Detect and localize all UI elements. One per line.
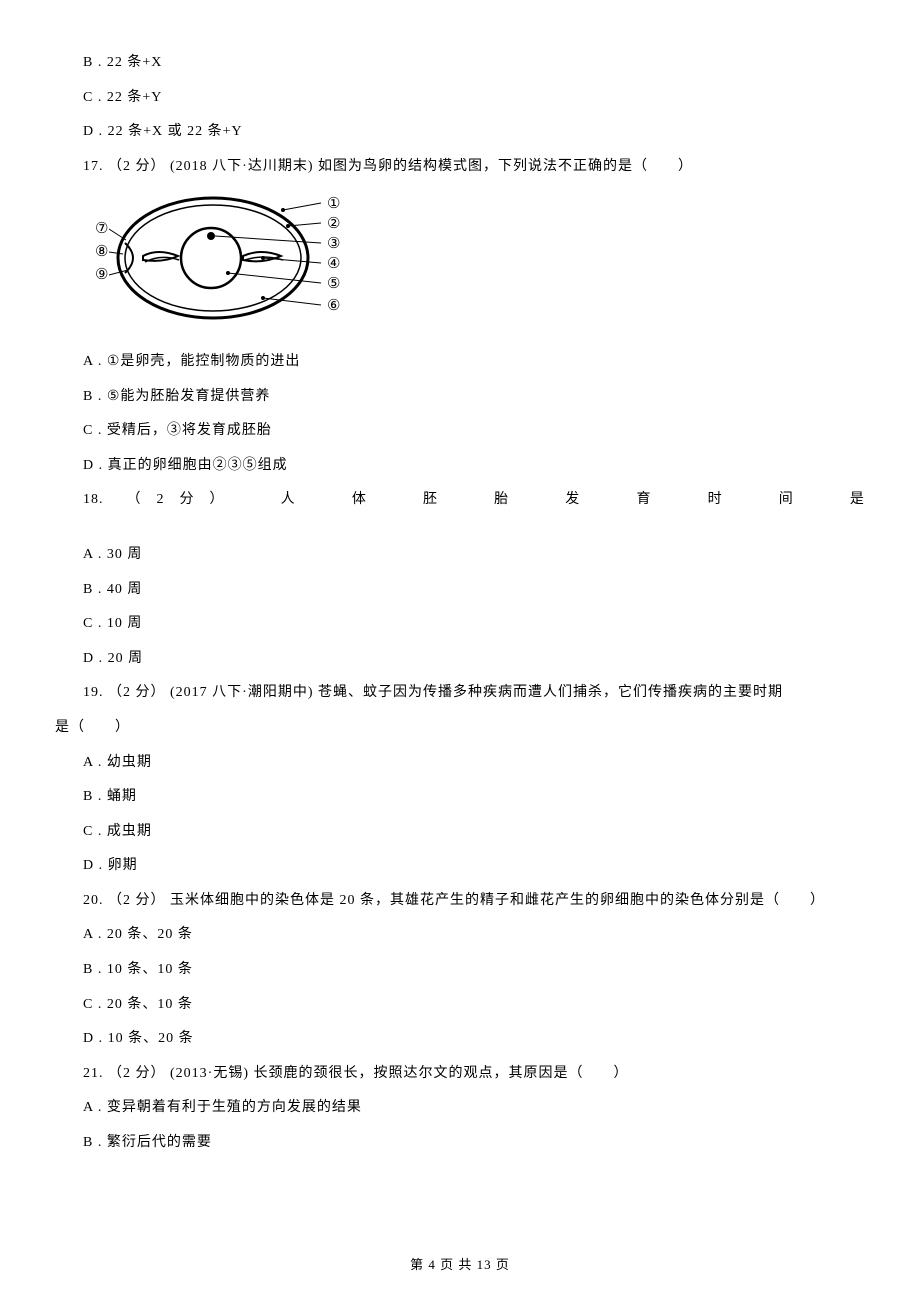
q21-option-b: B . 繁衍后代的需要 [55, 1130, 865, 1157]
svg-text:⑧: ⑧ [95, 244, 108, 260]
q17-option-d: D . 真正的卵细胞由②③⑤组成 [55, 453, 865, 480]
q17-stem: 17. （2 分） (2018 八下·达川期末) 如图为鸟卵的结构模式图，下列说… [55, 154, 865, 181]
q19-option-b: B . 蛹期 [55, 784, 865, 811]
q19-option-c: C . 成虫期 [55, 819, 865, 846]
q20-stem: 20. （2 分） 玉米体细胞中的染色体是 20 条，其雄花产生的精子和雌花产生… [55, 888, 865, 915]
q19-option-a: A . 幼虫期 [55, 750, 865, 777]
q20-option-a: A . 20 条、20 条 [55, 922, 865, 949]
q18-tail-1: 体 [352, 487, 367, 514]
q19-stem-line1: 19. （2 分） (2017 八下·潮阳期中) 苍蝇、蚊子因为传播多种疾病而遭… [55, 680, 865, 707]
svg-text:③: ③ [327, 236, 340, 252]
q18-tail-4: 发 [565, 487, 580, 514]
q17-option-b: B . ⑤能为胚胎发育提供营养 [55, 384, 865, 411]
svg-text:⑤: ⑤ [327, 276, 340, 292]
q17-option-c: C . 受精后，③将发育成胚胎 [55, 418, 865, 445]
q18-leading: 18. （ 2 分 ） [83, 487, 225, 514]
svg-text:⑦: ⑦ [95, 221, 108, 237]
q20-option-d: D . 10 条、20 条 [55, 1026, 865, 1053]
q21-option-a: A . 变异朝着有利于生殖的方向发展的结果 [55, 1095, 865, 1122]
q16-option-b: B . 22 条+X [55, 50, 865, 77]
q18-option-a: A . 30 周 [55, 542, 865, 569]
svg-text:①: ① [327, 196, 340, 212]
q18-tail-2: 胚 [423, 487, 438, 514]
q18-option-d: D . 20 周 [55, 646, 865, 673]
svg-text:②: ② [327, 216, 340, 232]
q16-option-c: C . 22 条+Y [55, 85, 865, 112]
svg-text:⑨: ⑨ [95, 267, 108, 283]
q19-option-d: D . 卵期 [55, 853, 865, 880]
q18-tail-6: 时 [708, 487, 723, 514]
q17-diagram: ⑦ ⑧ ⑨ ① ② ③ ④ ⑤ ⑥ [55, 188, 865, 339]
q17-option-a: A . ①是卵壳，能控制物质的进出 [55, 349, 865, 376]
q18-tail-5: 育 [636, 487, 651, 514]
q18-option-b: B . 40 周 [55, 577, 865, 604]
q21-stem: 21. （2 分） (2013·无锡) 长颈鹿的颈很长，按照达尔文的观点，其原因… [55, 1061, 865, 1088]
q18-tail-7: 间 [779, 487, 794, 514]
q18-tail-0: 人 [281, 487, 296, 514]
svg-text:④: ④ [327, 256, 340, 272]
q18-stem: 18. （ 2 分 ） 人 体 胚 胎 发 育 时 间 是 [55, 487, 865, 514]
q18-tail-3: 胎 [494, 487, 509, 514]
q16-option-d: D . 22 条+X 或 22 条+Y [55, 119, 865, 146]
q18-option-c: C . 10 周 [55, 611, 865, 638]
page-footer: 第 4 页 共 13 页 [0, 1253, 920, 1278]
svg-text:⑥: ⑥ [327, 298, 340, 314]
q19-stem-line2: 是（ ） [55, 715, 865, 742]
q20-option-c: C . 20 条、10 条 [55, 992, 865, 1019]
q18-tail-8: 是 [850, 487, 865, 514]
q20-option-b: B . 10 条、10 条 [55, 957, 865, 984]
